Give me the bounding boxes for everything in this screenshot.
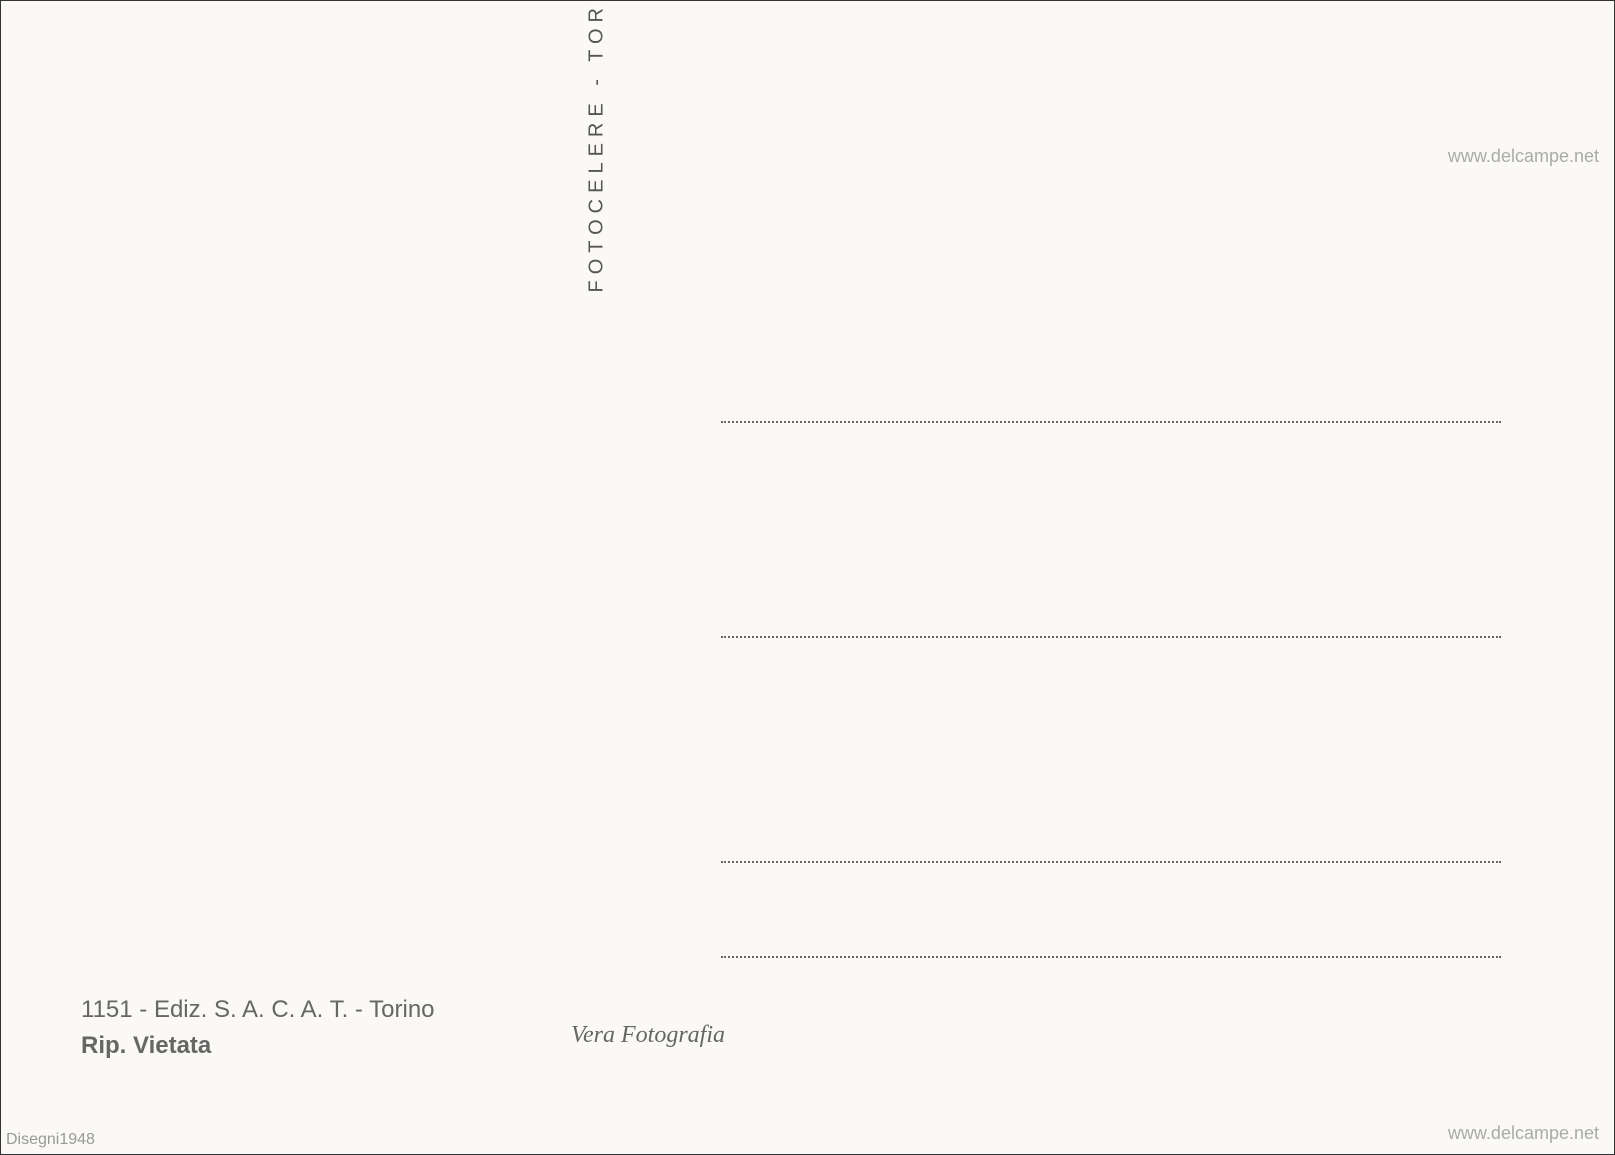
postcard-back: FOTOCELERE - TORINO 1151 - Ediz. S. A. C… bbox=[0, 0, 1615, 1155]
publisher-info: 1151 - Ediz. S. A. C. A. T. - Torino Rip… bbox=[81, 992, 435, 1064]
address-line-1 bbox=[721, 421, 1501, 423]
address-line-4 bbox=[721, 956, 1501, 958]
watermark-bottom-right: www.delcampe.net bbox=[1448, 1123, 1599, 1144]
address-line-3 bbox=[721, 861, 1501, 863]
publisher-line: 1151 - Ediz. S. A. C. A. T. - Torino bbox=[81, 992, 435, 1028]
credit-bottom-left: Disegni1948 bbox=[6, 1131, 95, 1149]
address-line-2 bbox=[721, 636, 1501, 638]
copyright-line: Rip. Vietata bbox=[81, 1028, 435, 1064]
watermark-top-right: www.delcampe.net bbox=[1448, 146, 1599, 167]
photo-type-label: Vera Fotografia bbox=[571, 1022, 725, 1049]
divider-vertical-text: FOTOCELERE - TORINO bbox=[586, 0, 609, 293]
